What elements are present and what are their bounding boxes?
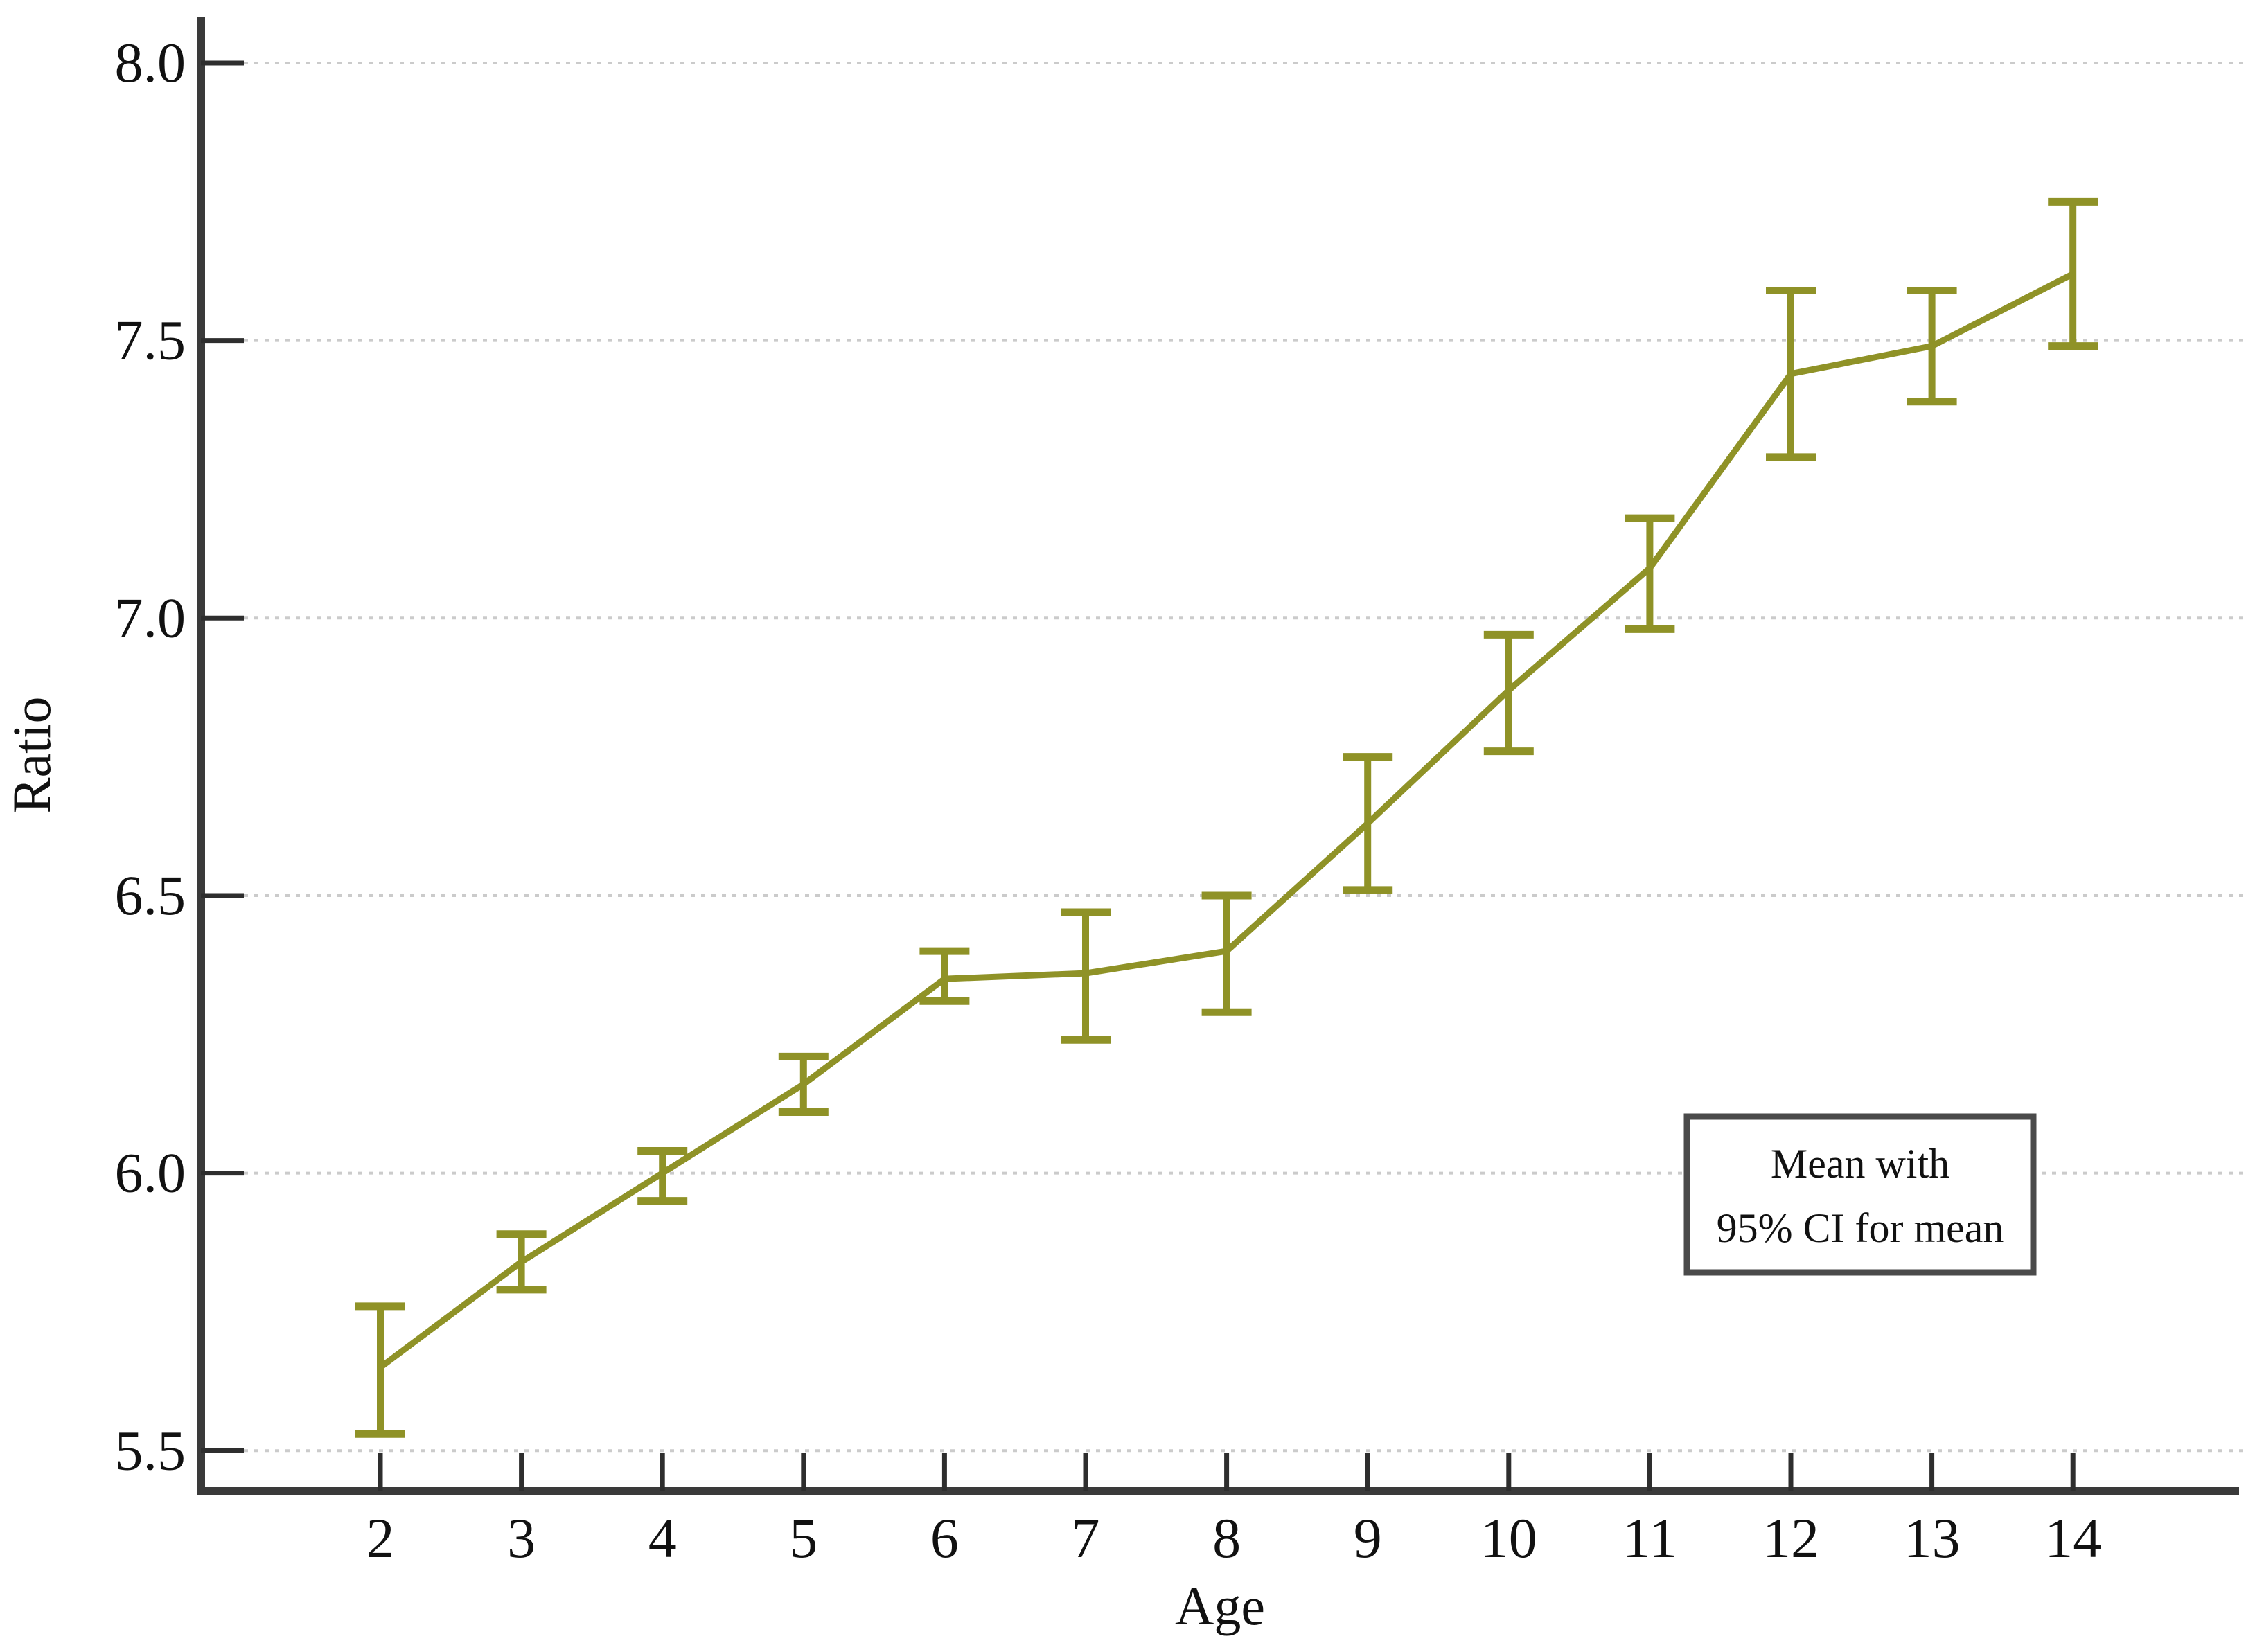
x-tick-label: 8: [1212, 1507, 1241, 1570]
x-axis-title: Age: [1175, 1576, 1265, 1636]
y-tick-label: 6.0: [115, 1142, 186, 1205]
y-axis-title: Ratio: [1, 697, 62, 814]
y-tick-label: 6.5: [115, 864, 186, 927]
x-tick-label: 13: [1904, 1507, 1961, 1570]
x-tick-marks: [378, 1453, 2076, 1491]
x-tick-label: 6: [930, 1507, 959, 1570]
x-tick-label: 9: [1354, 1507, 1382, 1570]
x-tick-labels: 2 3 4 5 6 7 8 9 10 11 12 13 14: [366, 1507, 2102, 1570]
y-tick-labels: 8.0 7.5 7.0 6.5 6.0 5.5: [115, 31, 186, 1482]
x-tick-label: 11: [1622, 1507, 1677, 1570]
error-bar: [1625, 514, 1675, 633]
x-tick-label: 2: [366, 1507, 395, 1570]
legend: Mean with 95% CI for mean: [1683, 1113, 2037, 1276]
y-tick-marks: [201, 60, 244, 1453]
y-tick-label: 5.5: [115, 1419, 186, 1482]
y-tick-label: 8.0: [115, 31, 186, 94]
x-tick-label: 3: [507, 1507, 536, 1570]
error-bar: [355, 1302, 405, 1438]
x-tick-label: 14: [2044, 1507, 2101, 1570]
x-tick-label: 12: [1762, 1507, 1819, 1570]
y-tick-label: 7.0: [115, 586, 186, 649]
y-tick-label: 7.5: [115, 309, 186, 372]
axes: [197, 17, 2239, 1495]
x-tick-label: 7: [1072, 1507, 1100, 1570]
legend-line-2: 95% CI for mean: [1717, 1205, 2004, 1251]
legend-box: [1683, 1113, 2037, 1276]
x-tick-label: 4: [648, 1507, 677, 1570]
mean-line: [378, 271, 2075, 1370]
error-bar-series: [355, 197, 2098, 1438]
x-tick-label: 10: [1480, 1507, 1537, 1570]
legend-line-1: Mean with: [1771, 1141, 1949, 1187]
x-tick-label: 5: [789, 1507, 817, 1570]
